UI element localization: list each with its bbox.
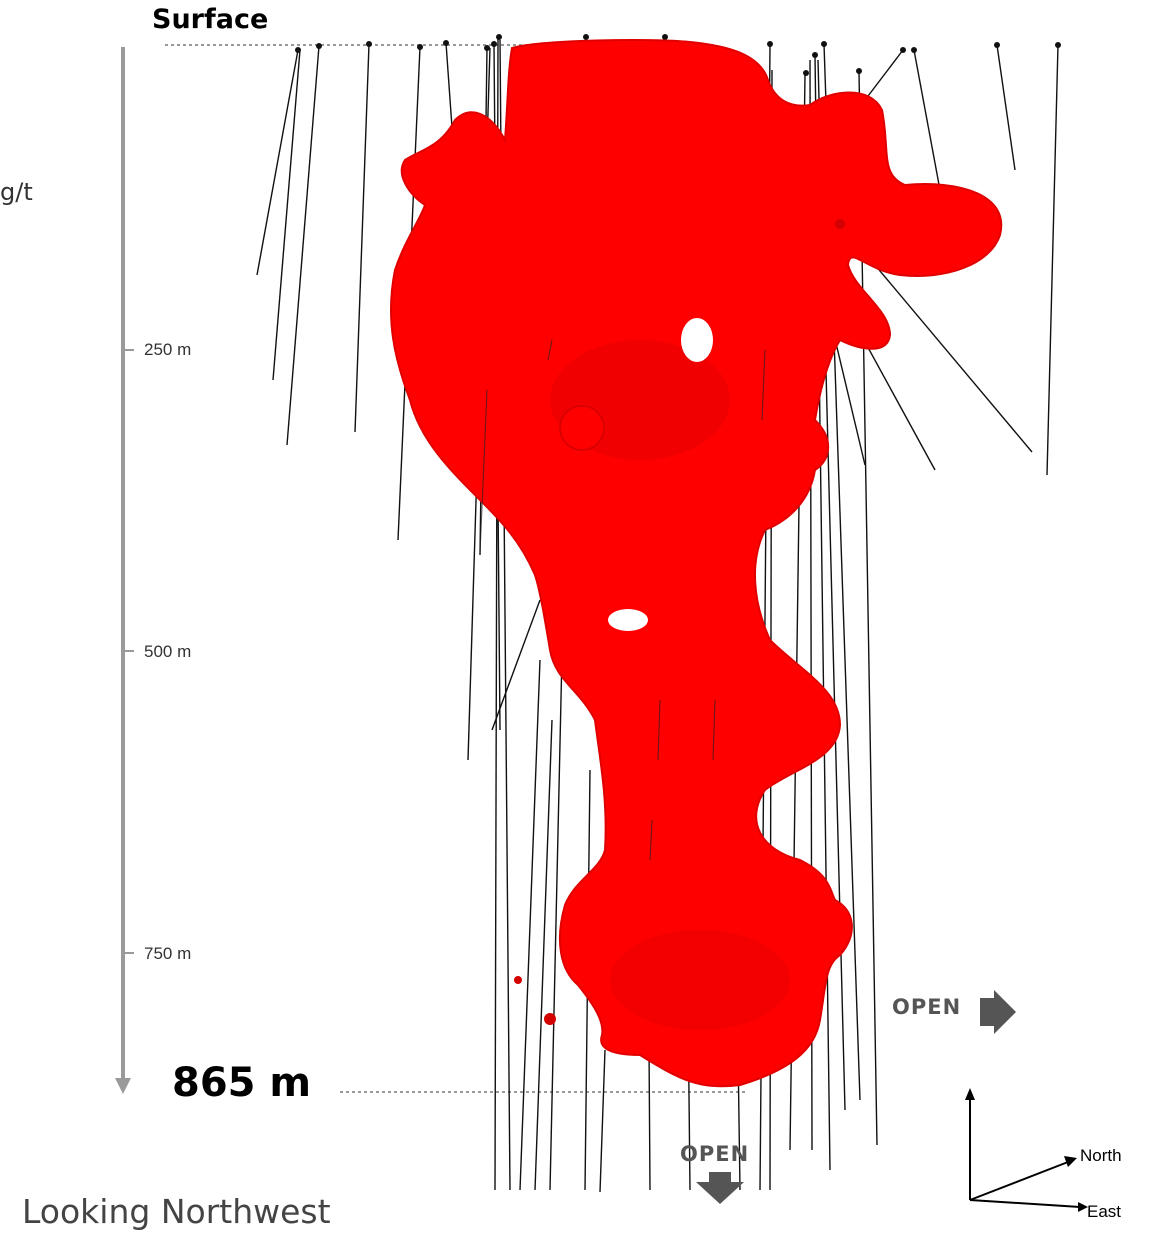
ore-body-shadow (610, 930, 790, 1030)
ore-body-satellite (544, 1013, 556, 1025)
depth-axis-arrow (115, 1078, 131, 1094)
drill-holes-foreground (479, 339, 766, 861)
open-down-label: OPEN (680, 1142, 750, 1166)
compass (969, 1098, 1081, 1208)
depth-tick-750-label: 750 m (144, 944, 192, 963)
depth-tick-250-label: 250 m (144, 340, 192, 359)
open-right-label: OPEN (892, 995, 962, 1019)
ore-body-satellite (514, 976, 522, 984)
compass-east-arrowhead (1078, 1202, 1088, 1212)
compass-east-label: East (1087, 1202, 1122, 1221)
ore-body-hole-upper (681, 318, 713, 362)
drill-collars (295, 34, 1061, 76)
ore-body-hole-lower (608, 609, 648, 631)
ore-body (390, 39, 1003, 1088)
compass-north-arrowhead (1064, 1156, 1077, 1167)
surface-label: Surface (152, 4, 269, 35)
compass-north-label: North (1080, 1146, 1122, 1165)
view-direction-caption: Looking Northwest (22, 1192, 331, 1231)
grade-unit-fragment: g/t (0, 178, 33, 206)
compass-up-arrowhead (965, 1088, 975, 1100)
max-depth-label: 865 m (172, 1060, 312, 1106)
open-right-arrow (980, 990, 1016, 1034)
ore-body-main (390, 39, 1003, 1088)
depth-tick-500-label: 500 m (144, 642, 192, 661)
open-down-arrow (696, 1172, 744, 1204)
ore-body-blob (559, 405, 605, 451)
ore-body-satellite (835, 219, 845, 229)
